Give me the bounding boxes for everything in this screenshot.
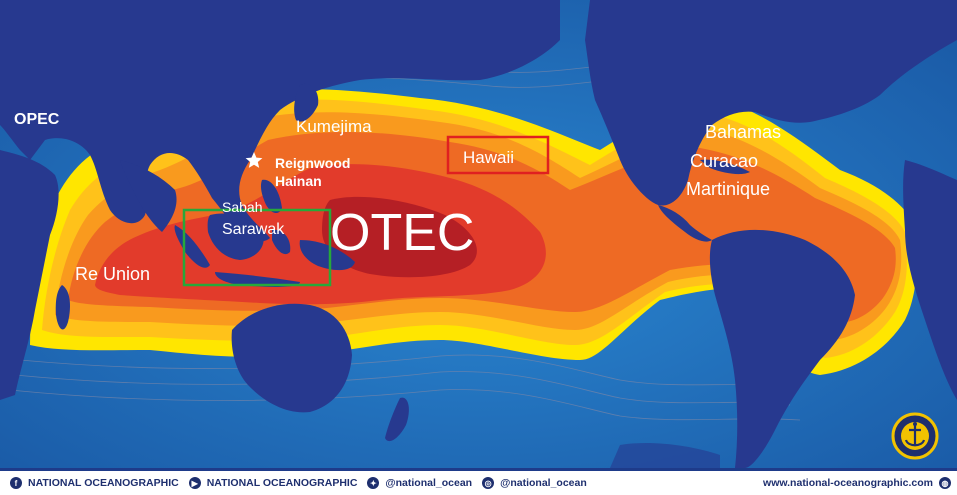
label-hainan: Hainan [275,173,322,189]
label-reignwood: Reignwood [275,155,350,171]
land-new-zealand [385,397,409,442]
globe-icon: ◍ [939,477,951,489]
land-japan [294,83,319,122]
twitter-link[interactable]: ✦ @national_ocean [367,477,472,489]
band-dark-red [322,196,477,278]
land-philippines [260,179,282,214]
twitter-label: @national_ocean [385,477,473,489]
twitter-icon: ✦ [367,477,380,489]
label-opec: OPEC [14,111,60,128]
land-new-guinea [299,240,355,271]
land-java [215,272,300,287]
star-icon [245,152,263,168]
land-africa [0,150,59,400]
land-sulawesi [272,229,291,255]
label-curacao: Curacao [690,151,758,171]
land-west-africa [903,160,957,400]
land-madagascar [55,285,70,330]
social-footer: f NATIONAL OCEANOGRAPHIC ▶ NATIONAL OCEA… [0,468,957,495]
youtube-link[interactable]: ▶ NATIONAL OCEANOGRAPHIC [188,477,358,489]
facebook-link[interactable]: f NATIONAL OCEANOGRAPHIC [10,477,179,489]
land-south-america [709,229,855,468]
otec-world-map: OPEC Kumejima Hawaii Reignwood Hainan Sa… [0,0,957,468]
land-antarctic-edge [610,443,720,468]
website-link[interactable]: www.national-oceanographic.com ◍ [763,477,951,489]
land-australia [231,303,352,413]
label-sarawak: Sarawak [222,221,285,238]
instagram-icon: ◎ [482,477,495,489]
youtube-icon: ▶ [188,477,201,489]
land-borneo [207,213,264,260]
land-north-america [585,0,957,206]
facebook-label: NATIONAL OCEANOGRAPHIC [28,477,179,489]
facebook-icon: f [10,477,22,489]
label-martinique: Martinique [686,179,770,199]
label-sabah: Sabah [222,199,262,215]
label-bahamas: Bahamas [705,122,781,142]
land-central-america [658,205,712,242]
instagram-label: @national_ocean [500,477,587,489]
instagram-link[interactable]: ◎ @national_ocean [482,477,587,489]
land-cuba [700,159,750,175]
website-label: www.national-oceanographic.com [763,477,933,489]
label-re-union: Re Union [75,264,150,284]
sabah-sarawak-highlight-box [182,208,332,287]
hawaii-highlight-box [446,135,550,175]
label-kumejima: Kumejima [296,117,372,136]
land-india [120,160,177,232]
map-title: OTEC [330,204,474,262]
youtube-label: NATIONAL OCEANOGRAPHIC [206,477,358,489]
anchor-logo-icon [891,412,939,460]
land-masses [0,0,957,468]
label-hawaii: Hawaii [463,148,514,167]
